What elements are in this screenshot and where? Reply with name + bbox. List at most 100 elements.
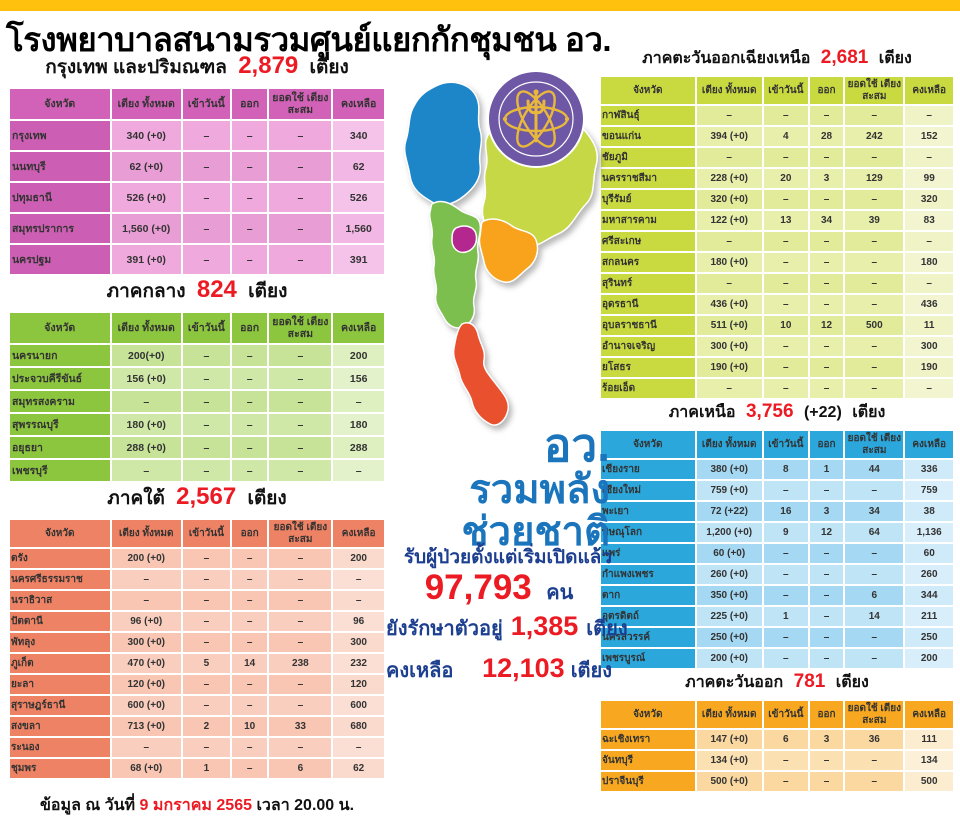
province-name-cell: สุรินทร์ [599, 272, 697, 295]
table-body: เชียงราย 380 (+0) 8 1 44 336 เชียงใหม่ 759 (+0)… [599, 458, 955, 670]
value-cell: – [761, 188, 810, 211]
value-cell: – [267, 343, 334, 369]
value-cell: 96 [331, 610, 386, 634]
value-cell: – [229, 673, 270, 697]
province-name-cell: สมุทรปราการ [8, 212, 112, 246]
column-header: ออก [229, 86, 270, 122]
province-name-cell: พัทลุง [8, 631, 112, 655]
table-row: อุตรดิตถ์ 225 (+0) 1–14 211 [599, 605, 955, 628]
column-header: ยอดใช้ เตียงสะสม [843, 429, 906, 460]
province-name-cell: อุดรธานี [599, 293, 697, 316]
province-name-cell: ปัตตานี [8, 610, 112, 634]
value-cell: – [267, 389, 334, 415]
column-header: จังหวัด [8, 518, 112, 550]
value-cell: 152 [903, 125, 955, 148]
province-name-cell: กรุงเทพ [8, 119, 112, 153]
value-cell: – [109, 389, 183, 415]
table-row: ยโสธร 190 (+0) – – –190 [599, 356, 955, 379]
value-cell: – [267, 589, 334, 613]
region-unit: เตียง [247, 488, 287, 510]
value-cell: 436 [903, 293, 955, 316]
value-cell: – [843, 230, 906, 253]
column-header: เข้าวันนี้ [761, 699, 810, 730]
value-cell: – [807, 272, 846, 295]
value-cell: – [807, 251, 846, 274]
region-section-south: ภาคใต้ 2,567 เตียง จังหวัด เตียง ทั้งหมดเ… [8, 483, 386, 781]
value-cell: 200 [903, 647, 955, 670]
province-name-cell: ขอนแก่น [599, 125, 697, 148]
table-row: ขอนแก่น 394 (+0) 4 28 242 152 [599, 125, 955, 148]
value-cell: – [180, 610, 232, 634]
value-cell: – [267, 736, 334, 760]
value-cell: – [761, 230, 810, 253]
value-cell: – [331, 389, 386, 415]
table-row: ปทุมธานี 526 (+0) – – –526 [8, 181, 386, 215]
region-unit: เตียง [835, 674, 869, 691]
table-body: กาฬสินธุ์ – – – – – ขอนแก่น 394 (+0) 4 28 242 152 ชั… [599, 104, 955, 400]
value-cell: – [267, 435, 334, 461]
value-cell: 83 [903, 209, 955, 232]
column-header: ออก [807, 429, 846, 460]
remaining-unit: เตียง [570, 660, 612, 682]
column-header: ยอดใช้ เตียงสะสม [267, 311, 334, 346]
table-row: นครราชสีมา 228 (+0) 20 3 129 99 [599, 167, 955, 190]
map-region-north [403, 81, 483, 206]
region-plus: (+22) [803, 404, 842, 421]
value-cell: – [180, 694, 232, 718]
value-cell: – [331, 458, 386, 484]
table-row: พัทลุง 300 (+0) – – –300 [8, 631, 386, 655]
value-cell: – [229, 150, 270, 184]
mhesi-ministry-logo-icon [486, 69, 586, 169]
value-cell: 9 [761, 521, 810, 544]
value-cell: – [843, 293, 906, 316]
value-cell: 500 [843, 314, 906, 337]
table-row: สุพรรณบุรี 180 (+0) – – –180 [8, 412, 386, 438]
value-cell: 436 (+0) [694, 293, 764, 316]
value-cell: 300 [903, 335, 955, 358]
province-name-cell: เชียงใหม่ [599, 479, 697, 502]
province-name-cell: ยโสธร [599, 356, 697, 379]
value-cell: 28 [807, 125, 846, 148]
top-accent-bar [0, 0, 960, 11]
table-row: ยะลา 120 (+0) – – –120 [8, 673, 386, 697]
region-section-north: ภาคเหนือ 3,756 (+22) เตียง จังหวัด เตียง … [599, 400, 955, 670]
value-cell: – [229, 547, 270, 571]
value-cell: – [267, 212, 334, 246]
timestamp-date: 9 มกราคม 2565 [139, 797, 252, 815]
value-cell: 759 [903, 479, 955, 502]
beds-table-central: จังหวัด เตียง ทั้งหมด เข้าวันนี้ ออก ยอดใช้ … [8, 311, 386, 484]
province-name-cell: นครปฐม [8, 243, 112, 277]
table-row: สุรินทร์ – – – – – [599, 272, 955, 295]
column-header: ยอดใช้ เตียงสะสม [843, 75, 906, 106]
table-row: ตาก 350 (+0) – –6 344 [599, 584, 955, 607]
column-header: จังหวัด [599, 699, 697, 730]
center-column: อว. รวมพลัง ช่วยชาติ รับผู้ป่วยตั้งแต่เร… [386, 55, 628, 715]
value-cell: – [807, 104, 846, 127]
table-row: แพร่ 60 (+0) – – –60 [599, 542, 955, 565]
value-cell: – [843, 251, 906, 274]
column-header: คงเหลือ [903, 699, 955, 730]
table-row: ภูเก็ต 470 (+0) 5 14 238 232 [8, 652, 386, 676]
province-name-cell: ตรัง [8, 547, 112, 571]
value-cell: – [807, 230, 846, 253]
value-cell: 200 (+0) [694, 647, 764, 670]
column-header: เข้าวันนี้ [180, 311, 232, 346]
value-cell: 1,560 [331, 212, 386, 246]
value-cell: 122 (+0) [694, 209, 764, 232]
admitted-patients-value: 97,793 คน [386, 568, 612, 608]
column-header: คงเหลือ [331, 518, 386, 550]
value-cell: 260 (+0) [694, 563, 764, 586]
province-name-cell: ตาก [599, 584, 697, 607]
in-care-stat: ยังรักษาตัวอยู่ 1,385 เตียง [386, 611, 628, 644]
value-cell: – [903, 230, 955, 253]
value-cell: – [807, 377, 846, 400]
value-cell: 5 [180, 652, 232, 676]
remaining-beds-stat: คงเหลือ 12,103 เตียง [386, 653, 612, 686]
province-name-cell: อุบลราชธานี [599, 314, 697, 337]
region-title-bangkok: กรุงเทพ และปริมณฑล 2,879 เตียง [8, 52, 386, 82]
value-cell: 3 [807, 167, 846, 190]
value-cell: 64 [843, 521, 906, 544]
province-name-cell: สมุทรสงคราม [8, 389, 112, 415]
province-name-cell: ร้อยเอ็ด [599, 377, 697, 400]
region-unit: เตียง [852, 404, 886, 421]
